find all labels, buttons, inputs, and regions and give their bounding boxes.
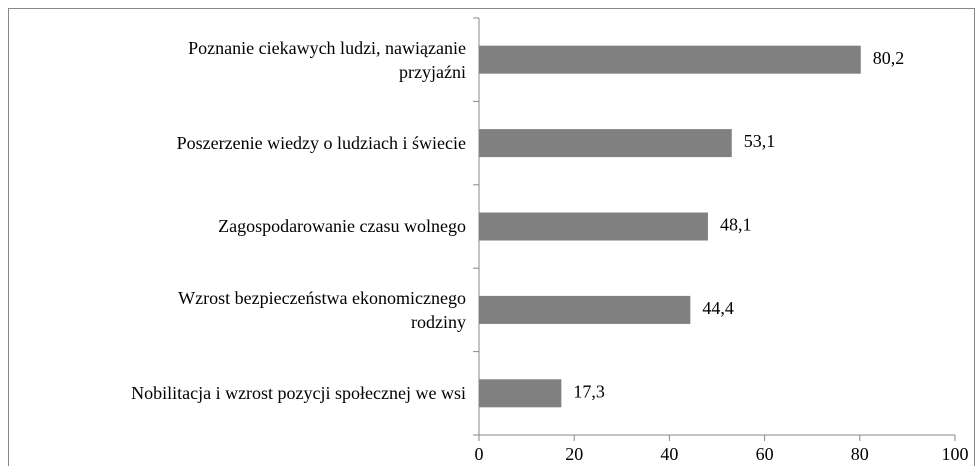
- value-label: 48,1: [720, 215, 752, 235]
- x-tick-label: 0: [475, 444, 484, 464]
- bar: [479, 129, 732, 158]
- value-label: 53,1: [744, 131, 776, 151]
- x-tick-label: 80: [851, 444, 869, 464]
- value-label: 17,3: [573, 381, 605, 401]
- category-label: Wzrost bezpieczeństwa ekonomicznego rodz…: [178, 287, 466, 332]
- category-label: Poszerzenie wiedzy o ludziach i świecie: [176, 133, 466, 154]
- bar: [479, 295, 691, 324]
- value-label: 80,2: [873, 48, 905, 68]
- x-tick-label: 100: [942, 444, 969, 464]
- bar: [479, 212, 708, 241]
- x-tick-label: 20: [565, 444, 583, 464]
- chart-border: [8, 8, 975, 466]
- x-tick-label: 40: [660, 444, 678, 464]
- category-label: Nobilitacja i wzrost pozycji społecznej …: [131, 383, 466, 404]
- x-tick-label: 60: [756, 444, 774, 464]
- bar: [479, 379, 562, 408]
- category-label: Zagospodarowanie czasu wolnego: [218, 216, 466, 237]
- bar: [479, 45, 861, 74]
- value-label: 44,4: [702, 298, 734, 318]
- category-label: Poznanie ciekawych ludzi, nawiązanie prz…: [188, 37, 466, 82]
